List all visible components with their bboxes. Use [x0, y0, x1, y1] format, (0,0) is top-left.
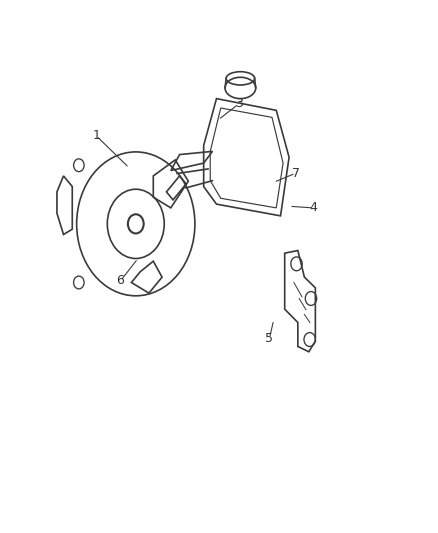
Text: 4: 4	[309, 201, 317, 214]
Text: 3: 3	[235, 98, 243, 110]
Text: 1: 1	[92, 130, 100, 142]
Text: 7: 7	[292, 167, 300, 180]
Text: 5: 5	[265, 332, 273, 345]
Text: 6: 6	[117, 274, 124, 287]
